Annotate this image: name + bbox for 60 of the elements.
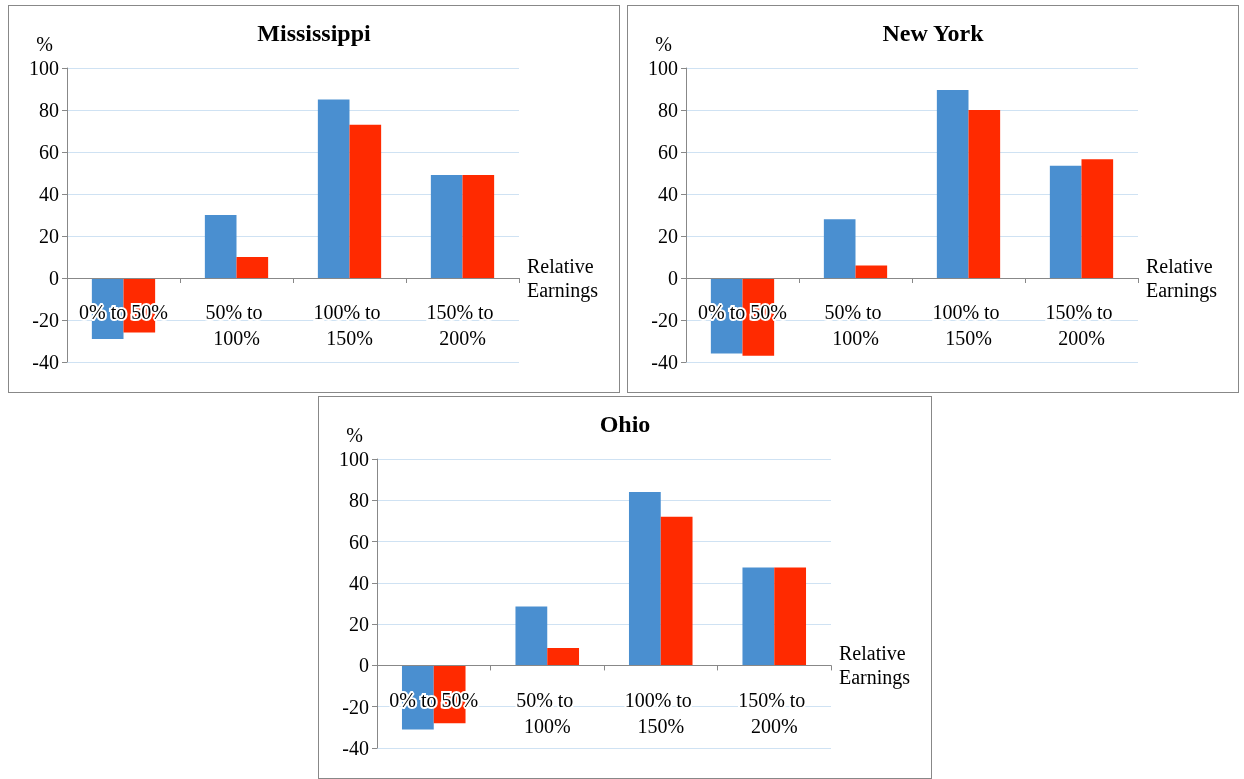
y-tick-label: 40 [349, 571, 369, 594]
y-tick-label: 20 [658, 225, 678, 247]
bar [515, 606, 548, 666]
bar [628, 492, 661, 666]
y-tick-label: 40 [39, 183, 59, 205]
bar [430, 175, 463, 278]
bar [823, 219, 856, 278]
y-tick-label: 100 [29, 57, 59, 79]
y-tick-label: 60 [39, 141, 59, 163]
bar [936, 90, 969, 278]
y-tick-label: 80 [349, 489, 369, 512]
x-tick-label: 150% to 200% [738, 688, 811, 737]
y-tick-label: -20 [32, 309, 59, 331]
bar [742, 567, 775, 666]
bar [1081, 159, 1114, 278]
y-tick-label: 40 [658, 183, 678, 205]
bar [855, 265, 888, 278]
bar [774, 567, 807, 666]
chart-title: Ohio [599, 411, 651, 437]
y-tick-label: -20 [342, 695, 369, 718]
bar [317, 99, 350, 278]
y-tick-label: -40 [651, 351, 678, 373]
y-axis-title: % [36, 33, 53, 55]
bar [547, 647, 580, 666]
y-tick-label: 80 [39, 99, 59, 121]
bar [349, 124, 382, 278]
x-tick-label: 100% to 150% [932, 301, 1005, 350]
x-axis-title: Relative Earnings [1146, 255, 1218, 302]
x-tick-label: 150% to 200% [1045, 301, 1118, 350]
y-tick-label: 0 [359, 654, 369, 677]
y-tick-label: 0 [668, 267, 678, 289]
bar [660, 516, 693, 666]
x-axis-title: Relative Earnings [527, 255, 599, 302]
y-tick-label: 60 [658, 141, 678, 163]
x-tick-label: 100% to 150% [313, 301, 386, 350]
y-tick-label: 100 [339, 448, 369, 470]
y-tick-label: 20 [39, 225, 59, 247]
y-tick-label: 100 [648, 57, 678, 79]
y-tick-label: -20 [651, 309, 678, 331]
y-axis-title: % [346, 424, 363, 446]
y-tick-label: 60 [349, 530, 369, 553]
chart-title: New York [882, 20, 985, 46]
y-tick-label: -40 [342, 737, 369, 759]
y-tick-label: 0 [49, 267, 59, 289]
bar [462, 175, 495, 278]
y-tick-label: -40 [32, 351, 59, 373]
y-axis-title: % [655, 33, 672, 55]
x-tick-label: 50% to 100% [824, 301, 887, 350]
bar [968, 110, 1001, 278]
x-tick-label: 50% to 100% [516, 688, 579, 737]
bar [204, 215, 237, 278]
y-tick-label: 20 [349, 613, 369, 636]
x-tick-label: 50% to 100% [205, 301, 268, 350]
x-tick-label: 150% to 200% [426, 301, 499, 350]
chart-title: Mississippi [257, 20, 372, 46]
bar [236, 257, 269, 278]
y-tick-label: 80 [658, 99, 678, 121]
bar [1049, 165, 1082, 278]
x-axis-title: Relative Earnings [839, 642, 911, 690]
x-tick-label: 100% to 150% [624, 688, 697, 737]
